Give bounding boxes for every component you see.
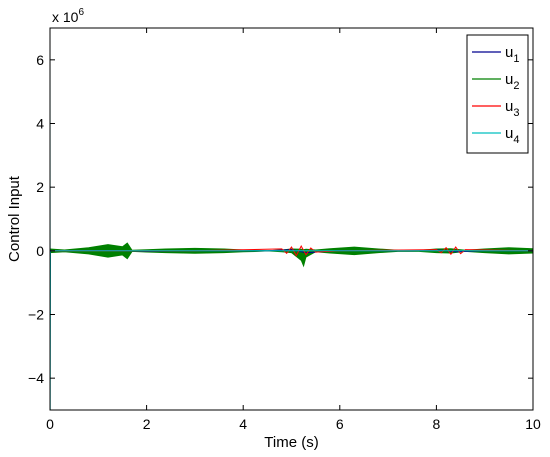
y-axis-label: Control Input (6, 175, 23, 262)
x-axis-label: Time (s) (264, 434, 318, 451)
plot-area (50, 28, 533, 410)
y-tick-label: −4 (28, 370, 44, 386)
y-tick-label: 2 (36, 179, 44, 195)
legend: u1 u2 u3 u4 (466, 34, 529, 154)
y-exponent-label: x 106 (52, 7, 84, 25)
x-tick-label: 6 (336, 416, 344, 432)
x-tick-label: 10 (525, 416, 541, 432)
legend-label-u3: u3 (505, 98, 519, 119)
y-tick-label: 0 (36, 243, 44, 259)
legend-label-u2: u2 (505, 71, 519, 92)
x-tick-label: 2 (143, 416, 151, 432)
x-tick-label: 8 (433, 416, 441, 432)
series-u3-line (50, 245, 533, 257)
y-exponent-value: 6 (78, 7, 84, 18)
series-u2-line (50, 242, 533, 268)
x-tick-label: 4 (239, 416, 247, 432)
legend-label-u4: u4 (505, 125, 519, 146)
y-tick-label: 4 (36, 116, 44, 132)
y-exponent-base: x 10 (52, 9, 79, 25)
axes-box (49, 27, 534, 411)
y-tick-label: 6 (36, 52, 44, 68)
series-u4-line (50, 28, 533, 410)
y-tick-label: −2 (28, 307, 44, 323)
axes: 0 2 4 6 8 10 −4 −2 0 2 4 6 (28, 27, 541, 432)
x-tick-label: 0 (46, 416, 54, 432)
legend-label-u1: u1 (505, 44, 519, 65)
